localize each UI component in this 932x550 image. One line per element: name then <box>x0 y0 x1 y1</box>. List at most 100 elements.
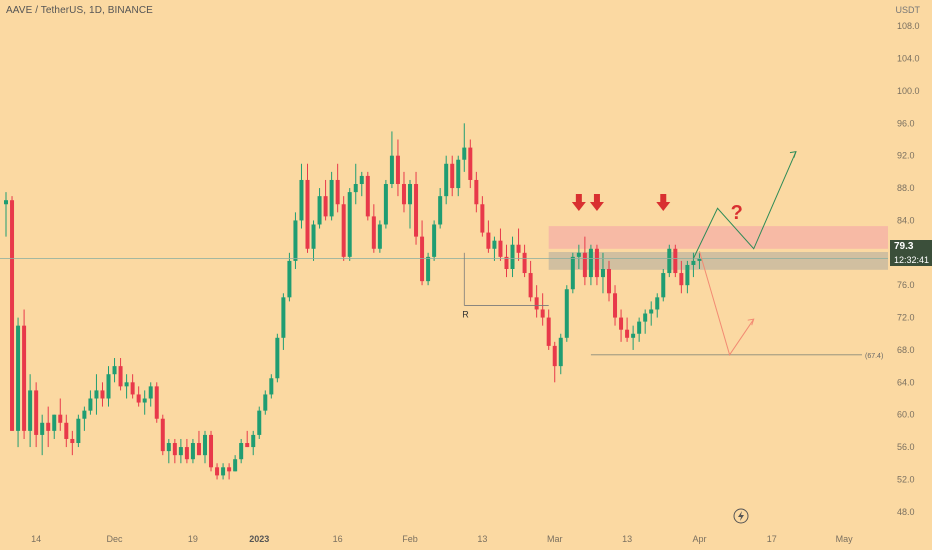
candle <box>293 212 298 269</box>
candle-body <box>154 386 159 419</box>
candle-body <box>160 418 165 452</box>
candle <box>558 333 563 375</box>
question-mark: ? <box>731 202 743 224</box>
candle-body <box>389 155 394 185</box>
candle-body <box>691 260 696 265</box>
candle-body <box>625 329 630 338</box>
candle-body <box>359 175 364 185</box>
candle-body <box>202 434 207 456</box>
candle-body <box>88 398 93 411</box>
candle <box>317 188 322 229</box>
candle <box>16 317 21 448</box>
candle-body <box>576 252 581 257</box>
candle <box>215 463 220 480</box>
candle-body <box>118 366 123 387</box>
candle <box>305 163 310 253</box>
candle <box>112 358 117 383</box>
candle-body <box>558 337 563 367</box>
candle-body <box>377 224 382 249</box>
candle-body <box>432 224 437 257</box>
candle-body <box>251 434 256 448</box>
candle <box>347 188 352 261</box>
candle-body <box>594 248 599 278</box>
candle <box>118 358 123 391</box>
candle <box>311 220 316 261</box>
candle <box>130 374 135 399</box>
candle-body <box>34 390 39 435</box>
candle <box>667 244 672 278</box>
candle <box>46 406 51 448</box>
candle-body <box>166 443 171 452</box>
support-label: (67.4) <box>865 353 883 360</box>
candle-body <box>546 317 551 346</box>
x-tick-label: 2023 <box>249 534 269 544</box>
candle-body <box>468 147 473 180</box>
candle-body <box>76 418 81 444</box>
candle <box>625 317 630 342</box>
candle <box>673 244 678 278</box>
candle-body <box>474 179 479 205</box>
candle <box>209 430 214 472</box>
projection-up-arrowhead <box>789 151 797 158</box>
candle <box>4 192 8 237</box>
candle <box>691 252 696 278</box>
candle-body <box>450 163 455 189</box>
y-tick-label: 76.0 <box>897 280 915 290</box>
candle-body <box>540 309 545 318</box>
candle <box>631 325 636 350</box>
candle <box>94 374 99 415</box>
candle <box>685 260 690 294</box>
projection-down-path <box>698 251 755 356</box>
candle <box>492 236 497 261</box>
candle-body <box>335 179 340 205</box>
candle-body <box>613 293 618 318</box>
candle-body <box>130 382 135 395</box>
candle-body <box>498 240 503 257</box>
candle <box>40 414 45 456</box>
candle-body <box>317 196 322 225</box>
candle-body <box>492 240 497 249</box>
candle-body <box>281 297 286 338</box>
candle <box>221 463 226 480</box>
candle <box>468 139 473 189</box>
candle <box>510 236 515 278</box>
candle-body <box>679 273 684 286</box>
candle-body <box>528 273 533 298</box>
candle-body <box>667 248 672 274</box>
candle-body <box>239 443 244 460</box>
candle-body <box>293 220 298 261</box>
candle <box>444 155 449 205</box>
candle <box>480 196 485 237</box>
candle <box>679 260 684 294</box>
candle <box>287 252 292 302</box>
candle-body <box>365 175 370 217</box>
candle <box>450 155 455 197</box>
down-arrow-icon <box>656 194 671 211</box>
candle <box>377 220 382 253</box>
candle-body <box>341 204 346 257</box>
candle <box>166 438 171 464</box>
candle <box>52 414 57 439</box>
candle-body <box>655 297 660 310</box>
candle-body <box>58 414 63 423</box>
lightning-icon[interactable] <box>733 508 749 524</box>
candle <box>395 139 400 197</box>
y-tick-label: 92.0 <box>897 151 915 161</box>
resistance-zone <box>548 226 888 249</box>
candle-body <box>269 378 274 395</box>
candle-body <box>631 333 636 338</box>
candle <box>10 196 15 431</box>
candle <box>643 309 648 334</box>
candle <box>528 260 533 302</box>
y-tick-label: 64.0 <box>897 377 915 387</box>
y-tick-label: 88.0 <box>897 183 915 193</box>
candle <box>582 236 587 286</box>
projection-up-path <box>692 151 797 259</box>
x-tick-label: 17 <box>767 534 777 544</box>
candle-body <box>64 422 69 439</box>
candle-body <box>287 260 292 298</box>
candle-body <box>534 297 539 310</box>
candle <box>365 171 370 221</box>
